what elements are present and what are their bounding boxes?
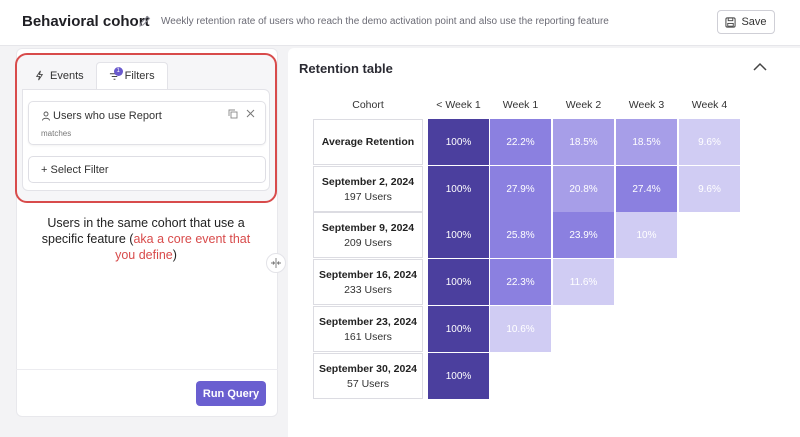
retention-cell[interactable]: 100%: [428, 166, 489, 212]
user-icon: [42, 111, 50, 121]
lightning-icon: [35, 70, 44, 81]
copy-icon[interactable]: [228, 109, 238, 119]
retention-cell[interactable]: 27.4%: [616, 166, 677, 212]
tab-events-label: Events: [50, 69, 84, 82]
annotation-end: ): [172, 248, 177, 262]
cohort-name: September 9, 2024: [321, 221, 415, 234]
tab-filters-label: Filters: [124, 70, 155, 82]
annotation-text: Users in the same cohort that use a spec…: [30, 215, 262, 263]
retention-cell[interactable]: 22.2%: [490, 119, 551, 165]
cohort-name: September 30, 2024: [318, 362, 418, 375]
retention-cell[interactable]: 27.9%: [490, 166, 551, 212]
cohort-users: 197 Users: [344, 190, 392, 203]
filter-count-badge: 1: [113, 67, 123, 76]
cohort-users: 161 Users: [344, 330, 392, 343]
cohort-name: September 23, 2024: [318, 315, 418, 328]
retention-cell[interactable]: 10.6%: [490, 306, 551, 352]
retention-cell[interactable]: 100%: [428, 259, 489, 305]
cohort-cell: September 2, 2024 197 Users: [313, 166, 423, 212]
cohort-cell: September 23, 2024 161 Users: [313, 306, 423, 352]
cohort-name: September 16, 2024: [318, 268, 418, 281]
cohort-cell: Average Retention: [313, 119, 423, 165]
retention-cell[interactable]: 25.8%: [490, 212, 551, 258]
retention-cell[interactable]: 23.9%: [553, 212, 614, 258]
retention-cell[interactable]: 22.3%: [490, 259, 551, 305]
cohort-users: 233 Users: [344, 283, 392, 296]
cohort-users: 57 Users: [346, 377, 389, 390]
retention-cell[interactable]: 18.5%: [553, 119, 614, 165]
tab-filters[interactable]: 1 Filters: [95, 62, 168, 89]
annotation-highlight: aka a core event that you define: [115, 232, 251, 262]
panel-divider: [16, 369, 278, 370]
filter-label: Users who use Report: [53, 110, 162, 122]
resize-icon: [271, 258, 281, 268]
header-bar: Behavioral cohort Weekly retention rate …: [0, 0, 800, 46]
retention-cell[interactable]: 9.6%: [679, 166, 740, 212]
save-icon: [725, 16, 737, 28]
query-tabs: Events 1 Filters: [22, 62, 168, 89]
filter-card[interactable]: Users who use Report matches: [28, 101, 266, 145]
close-icon[interactable]: [245, 108, 256, 119]
retention-cell[interactable]: 100%: [428, 119, 489, 165]
retention-cell[interactable]: 100%: [428, 306, 489, 352]
retention-cell[interactable]: 10%: [616, 212, 677, 258]
page-subtitle: Weekly retention rate of users who reach…: [161, 16, 609, 27]
column-header: Week 4: [691, 99, 728, 111]
save-button[interactable]: Save: [717, 10, 775, 34]
panel-resize-handle[interactable]: [266, 253, 286, 273]
chevron-up-icon[interactable]: [752, 62, 768, 72]
retention-cell[interactable]: 9.6%: [679, 119, 740, 165]
column-header: Cohort: [352, 99, 384, 111]
cohort-name: Average Retention: [321, 136, 415, 148]
cohort-users: 209 Users: [344, 236, 392, 249]
pencil-icon[interactable]: [138, 14, 152, 28]
cohort-cell: September 30, 2024 57 Users: [313, 353, 423, 399]
column-header: Week 2: [565, 99, 602, 111]
run-query-button[interactable]: Run Query: [196, 381, 266, 406]
cohort-cell: September 16, 2024 233 Users: [313, 259, 423, 305]
annotation-line: Users in the same cohort that use a spec…: [41, 216, 245, 246]
retention-cell[interactable]: 11.6%: [553, 259, 614, 305]
cohort-cell: September 9, 2024 209 Users: [313, 212, 423, 258]
filter-operator: matches: [41, 129, 72, 138]
retention-table-title: Retention table: [299, 61, 393, 76]
retention-cell[interactable]: 20.8%: [553, 166, 614, 212]
column-header: Week 3: [628, 99, 665, 111]
column-header: < Week 1: [436, 99, 481, 111]
retention-cell[interactable]: 100%: [428, 353, 489, 399]
column-header: Week 1: [502, 99, 539, 111]
save-label: Save: [741, 16, 767, 28]
select-filter-button[interactable]: + Select Filter: [28, 156, 266, 183]
retention-cell[interactable]: 100%: [428, 212, 489, 258]
tab-events[interactable]: Events: [22, 62, 96, 89]
page-title: Behavioral cohort: [22, 13, 150, 30]
retention-cell[interactable]: 18.5%: [616, 119, 677, 165]
cohort-name: September 2, 2024: [321, 175, 415, 188]
select-filter-label: + Select Filter: [41, 163, 109, 176]
